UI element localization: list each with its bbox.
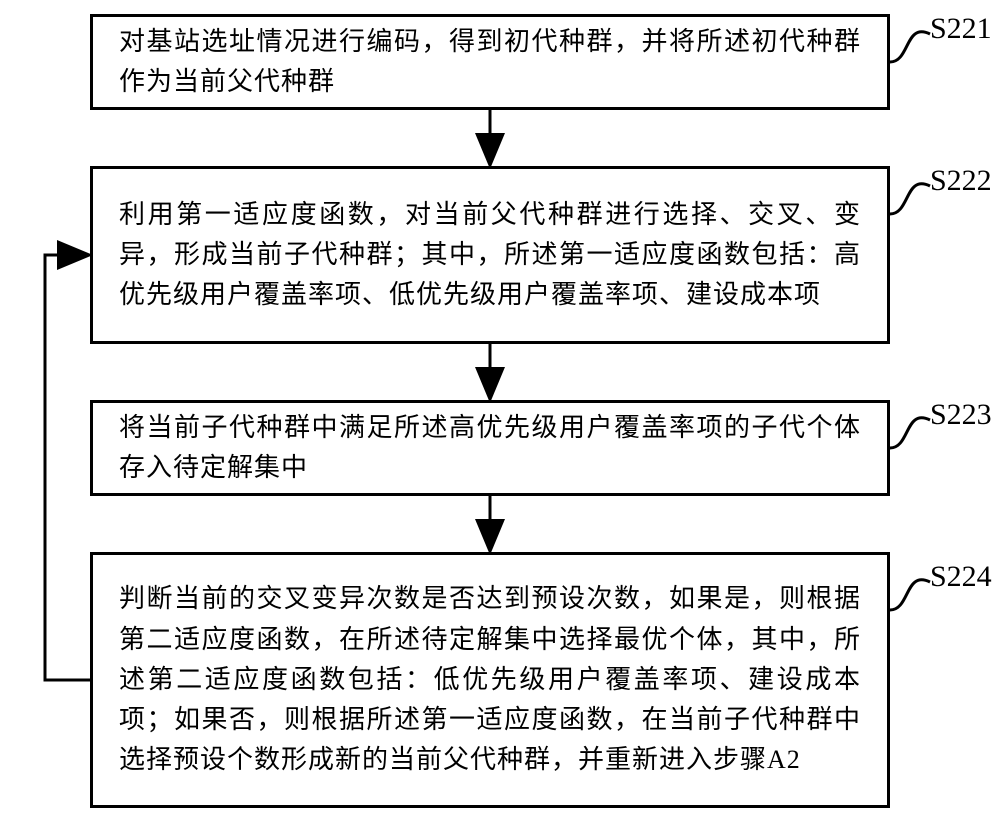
label-s221: S221 [930,12,992,46]
loopback-s224-s222 [45,255,90,680]
node-s224-text: 判断当前的交叉变异次数是否达到预设次数，如果是，则根据第二适应度函数，在所述待定… [119,579,861,780]
node-s222: 利用第一适应度函数，对当前父代种群进行选择、交叉、变异，形成当前子代种群；其中，… [90,166,890,344]
label-s223: S223 [930,398,992,432]
node-s221: 对基站选址情况进行编码，得到初代种群，并将所述初代种群作为当前父代种群 [90,14,890,110]
connector-s224 [890,580,930,610]
flowchart-canvas: 对基站选址情况进行编码，得到初代种群，并将所述初代种群作为当前父代种群 S221… [0,0,1000,819]
connector-s222 [890,184,930,214]
node-s224: 判断当前的交叉变异次数是否达到预设次数，如果是，则根据第二适应度函数，在所述待定… [90,552,890,808]
node-s222-text: 利用第一适应度函数，对当前父代种群进行选择、交叉、变异，形成当前子代种群；其中，… [119,195,861,316]
connector-s221 [890,32,930,62]
label-s224: S224 [930,560,992,594]
label-s222: S222 [930,164,992,198]
connector-s223 [890,418,930,448]
node-s223: 将当前子代种群中满足所述高优先级用户覆盖率项的子代个体存入待定解集中 [90,400,890,496]
node-s221-text: 对基站选址情况进行编码，得到初代种群，并将所述初代种群作为当前父代种群 [119,22,861,103]
node-s223-text: 将当前子代种群中满足所述高优先级用户覆盖率项的子代个体存入待定解集中 [119,408,861,489]
